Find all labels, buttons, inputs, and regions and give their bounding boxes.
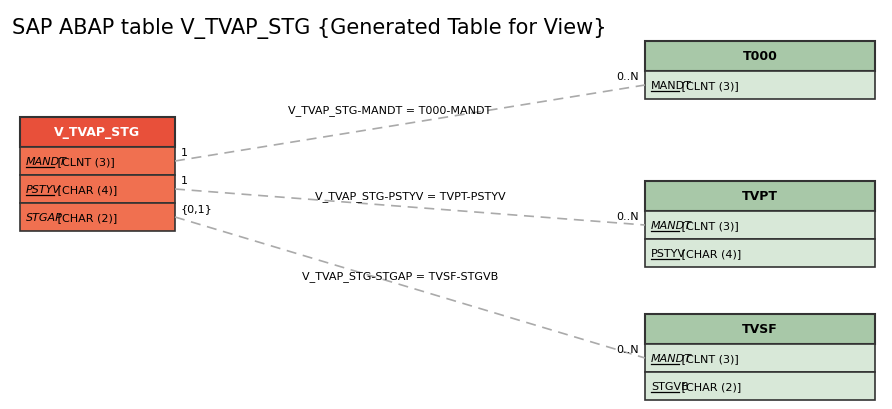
Text: [CHAR (2)]: [CHAR (2)] (54, 213, 117, 222)
Bar (645, 372, 875, 400)
Bar (645, 72, 875, 100)
Text: [CLNT (3)]: [CLNT (3)] (679, 353, 739, 363)
Text: TVPT: TVPT (742, 190, 778, 203)
Bar (645, 314, 875, 344)
Text: SAP ABAP table V_TVAP_STG {Generated Table for View}: SAP ABAP table V_TVAP_STG {Generated Tab… (12, 18, 607, 39)
Bar (20, 148, 175, 175)
Bar (645, 42, 875, 72)
Text: [CLNT (3)]: [CLNT (3)] (54, 157, 114, 166)
Text: STGAP: STGAP (26, 213, 62, 222)
Text: 1: 1 (181, 148, 188, 157)
Bar (645, 182, 875, 211)
Text: [CHAR (2)]: [CHAR (2)] (679, 381, 742, 391)
Text: 0..N: 0..N (616, 344, 639, 354)
Bar (645, 344, 875, 372)
Text: PSTYV: PSTYV (651, 248, 686, 258)
Text: [CLNT (3)]: [CLNT (3)] (679, 81, 739, 91)
Text: V_TVAP_STG-MANDT = T000-MANDT: V_TVAP_STG-MANDT = T000-MANDT (288, 105, 491, 116)
Text: TVSF: TVSF (742, 323, 778, 336)
Text: 0..N: 0..N (616, 72, 639, 82)
Text: MANDT: MANDT (651, 81, 692, 91)
Text: {0,1}: {0,1} (181, 204, 213, 213)
Bar (645, 239, 875, 267)
Text: MANDT: MANDT (651, 220, 692, 230)
Text: V_TVAP_STG-PSTYV = TVPT-PSTYV: V_TVAP_STG-PSTYV = TVPT-PSTYV (315, 191, 505, 202)
Text: [CLNT (3)]: [CLNT (3)] (679, 220, 739, 230)
Text: V_TVAP_STG-STGAP = TVSF-STGVB: V_TVAP_STG-STGAP = TVSF-STGVB (301, 271, 498, 282)
Text: PSTYV: PSTYV (26, 184, 61, 195)
Bar (645, 211, 875, 239)
Text: 0..N: 0..N (616, 211, 639, 221)
Text: V_TVAP_STG: V_TVAP_STG (54, 126, 141, 139)
Bar (20, 204, 175, 231)
Text: T000: T000 (742, 50, 778, 63)
Text: [CHAR (4)]: [CHAR (4)] (54, 184, 117, 195)
Text: STGVB: STGVB (651, 381, 689, 391)
Text: MANDT: MANDT (26, 157, 67, 166)
Text: 1: 1 (181, 175, 188, 186)
Text: MANDT: MANDT (651, 353, 692, 363)
Text: [CHAR (4)]: [CHAR (4)] (679, 248, 742, 258)
Bar (20, 175, 175, 204)
Bar (20, 118, 175, 148)
